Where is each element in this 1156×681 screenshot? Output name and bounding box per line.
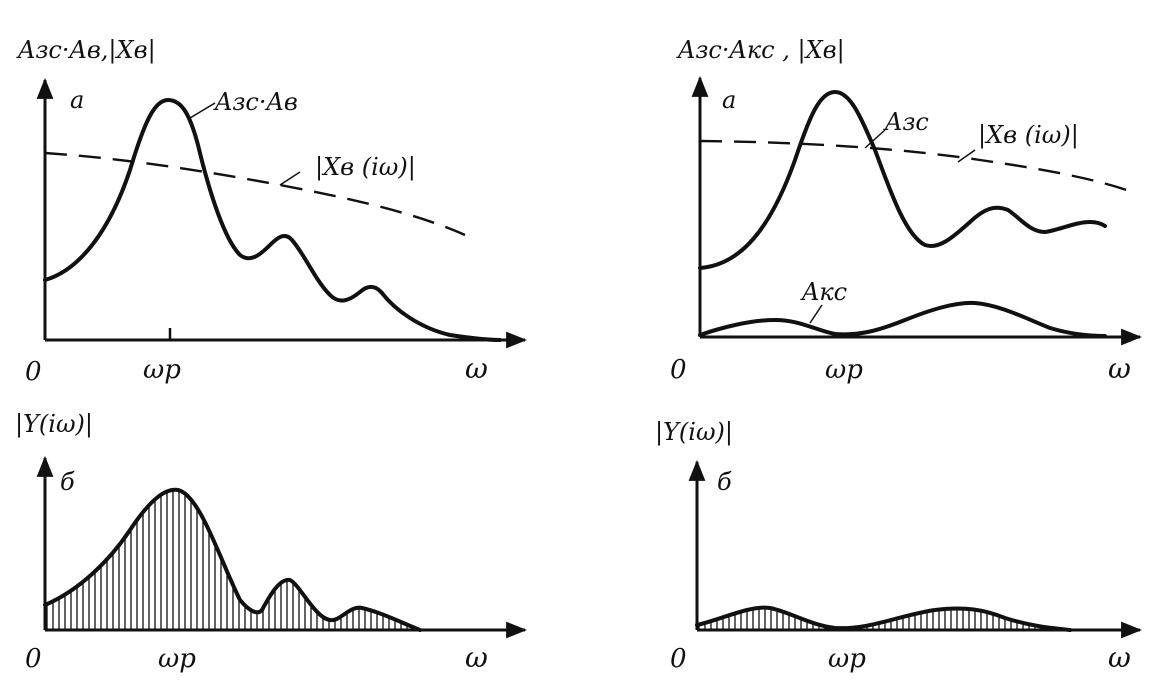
x-axis-label: ω [465,352,488,385]
panel-bottom-left: |Y(iω)| б 0 ωp ω [15,410,528,674]
curve-leader [189,102,216,119]
y-axis-label: Aзс·Aкс , |Xв| [676,36,845,65]
origin-label: 0 [670,644,687,674]
dashed-leader [279,171,301,186]
spectrum-curve [43,487,422,632]
dashed-leader [957,149,976,163]
panel-tag: a [722,86,736,114]
azc-label: Aзс [883,108,929,136]
hatch-fill [698,607,1066,630]
origin-label: 0 [25,644,42,674]
panel-tag: б [717,468,732,496]
dashed-curve [699,139,1136,195]
omega-p-label: ωp [143,355,181,385]
origin-label: 0 [25,357,42,387]
akc-curve [698,300,1107,338]
y-axis-label: Aзс·Aв,|Xв| [16,36,156,65]
spectrum-curve [695,605,1072,632]
akc-label: Aкс [800,278,847,306]
azc-curve [698,90,1107,270]
y-axis-label: |Y(iω)| [15,410,93,439]
panel-top-left: Aзс·Aв,|Xв| a Aзс·Aв |Xв (iω)| 0 ωp ω [16,36,528,387]
x-axis-label: ω [1108,352,1131,385]
origin-label: 0 [670,355,687,385]
omega-p-label: ωp [158,644,196,674]
omega-p-label: ωp [828,644,866,674]
azc-leader [864,129,886,149]
panel-bottom-right: |Y(iω)| б 0 ωp ω [655,418,1143,674]
panel-top-right: Aзс·Aкс , |Xв| a Aзс Aкс |Xв (iω)| 0 ωp … [670,36,1143,385]
dashed-label: |Xв (iω)| [315,153,416,182]
dashed-label: |Xв (iω)| [978,121,1079,150]
x-axis-label: ω [1108,641,1131,674]
dashed-curve [44,151,466,237]
panel-tag: б [60,468,75,496]
x-axis-label: ω [465,641,488,674]
y-axis-label: |Y(iω)| [655,418,733,447]
akc-leader [809,304,823,324]
curve-label: Aзс·Aв [213,88,298,116]
panel-tag: a [70,86,84,114]
product-curve [43,98,502,342]
omega-p-label: ωp [825,355,863,385]
